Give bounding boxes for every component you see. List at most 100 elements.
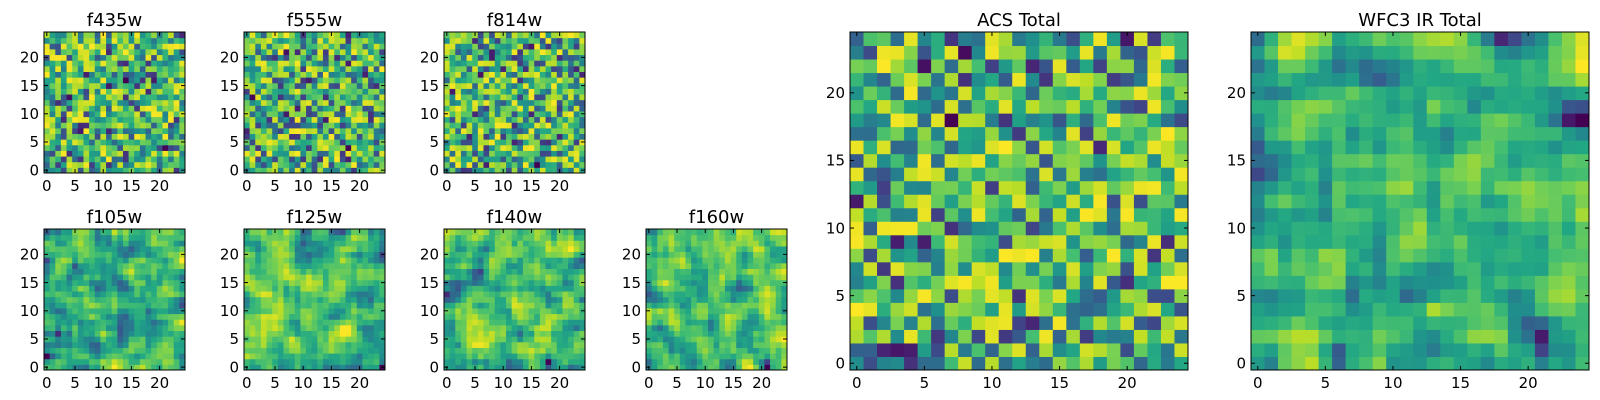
heatmap-cell (449, 122, 456, 129)
heatmap-cell (764, 279, 771, 286)
heatmap-cell (134, 167, 141, 174)
heatmap-cell (345, 150, 352, 157)
heatmap-cell (517, 229, 524, 236)
heatmap-cell (249, 353, 256, 360)
heatmap-cell (877, 207, 892, 222)
heatmap-cell (322, 251, 330, 258)
heatmap-cell (83, 245, 90, 253)
heatmap-cell (173, 94, 180, 101)
heatmap-cell (713, 274, 720, 281)
heatmap-cell (266, 353, 273, 360)
heatmap-cell (49, 54, 56, 61)
heatmap-cell (674, 251, 681, 258)
heatmap-cell (545, 99, 552, 106)
heatmap-cell (1025, 288, 1040, 303)
heatmap-cell (455, 341, 462, 348)
heatmap-cell (277, 358, 284, 365)
heatmap-cell (668, 251, 675, 258)
heatmap-cell (373, 133, 380, 140)
heatmap-cell (362, 60, 369, 67)
heatmap-cell (266, 110, 273, 118)
heatmap-cell (66, 358, 73, 365)
heatmap-cell (1012, 194, 1027, 209)
heatmap-cell (255, 251, 262, 258)
heatmap-cell (322, 296, 330, 303)
heatmap-cell (931, 248, 946, 263)
heatmap-cell (272, 88, 279, 95)
heatmap-cell (713, 307, 720, 315)
heatmap-cell (260, 358, 268, 365)
heatmap-cell (156, 268, 163, 275)
heatmap-cell (568, 127, 575, 135)
heatmap-cell (139, 99, 147, 106)
heatmap-cell (1174, 261, 1189, 276)
heatmap-cell (260, 167, 268, 174)
heatmap-cell (511, 319, 518, 326)
heatmap-cell (106, 324, 113, 332)
heatmap-cell (489, 60, 496, 67)
heatmap-cell (534, 358, 541, 365)
heatmap-cell (534, 133, 541, 140)
heatmap-cell (1147, 342, 1162, 357)
heatmap-cell (283, 167, 290, 174)
heatmap-cell (83, 319, 90, 326)
heatmap-cell (94, 257, 101, 264)
heatmap-cell (904, 167, 919, 182)
heatmap-cell (249, 319, 256, 326)
heatmap-cell (260, 122, 268, 129)
heatmap-cell (356, 37, 363, 44)
heatmap-cell (449, 116, 456, 123)
heatmap-cell (511, 139, 518, 146)
heatmap-cell (713, 296, 720, 303)
heatmap-cell (317, 336, 324, 343)
heatmap-cell (260, 341, 268, 348)
heatmap-cell (351, 150, 358, 157)
heatmap-cell (173, 156, 180, 163)
heatmap-cell (139, 364, 147, 371)
heatmap-cell (300, 330, 307, 337)
heatmap-cell (55, 60, 62, 67)
heatmap-cell (111, 336, 118, 343)
heatmap-cell (568, 71, 575, 78)
heatmap-cell (708, 268, 715, 275)
heatmap-cell (362, 54, 369, 61)
heatmap-cell (317, 77, 324, 84)
heatmap-cell (277, 353, 284, 360)
heatmap-cell (472, 302, 479, 309)
heatmap-cell (736, 240, 743, 247)
heatmap-cell (522, 43, 530, 50)
heatmap-cell (283, 99, 290, 106)
heatmap-cell (139, 150, 147, 157)
heatmap-cell (111, 71, 118, 78)
heatmap-cell (764, 251, 771, 258)
heatmap-cell (77, 133, 84, 140)
heatmap-cell (562, 82, 569, 89)
heatmap-cell (562, 65, 569, 72)
heatmap-cell (289, 330, 296, 337)
heatmap-cell (317, 71, 324, 78)
heatmap-cell (685, 341, 692, 348)
heatmap-cell (379, 71, 386, 78)
heatmap-cell (506, 274, 513, 281)
heatmap-cell (117, 285, 124, 292)
heatmap-cell (277, 161, 284, 168)
heatmap-cell (522, 116, 530, 123)
heatmap-cell (77, 336, 84, 343)
heatmap-cell (444, 43, 451, 50)
heatmap-cell (300, 302, 307, 309)
heatmap-cell (719, 307, 726, 315)
heatmap-cell (345, 364, 352, 371)
heatmap-cell (60, 139, 68, 146)
heatmap-cell (351, 324, 358, 332)
heatmap-cell (66, 324, 73, 332)
heatmap-cell (179, 330, 186, 337)
heatmap-cell (657, 307, 664, 315)
heatmap-cell (244, 133, 251, 140)
heatmap-cell (266, 133, 273, 140)
heatmap-cell (747, 257, 754, 264)
heatmap-cell (289, 99, 296, 106)
heatmap-cell (477, 54, 484, 61)
heatmap-cell (328, 37, 335, 44)
heatmap-cell (517, 156, 524, 163)
heatmap-cell (294, 229, 301, 236)
